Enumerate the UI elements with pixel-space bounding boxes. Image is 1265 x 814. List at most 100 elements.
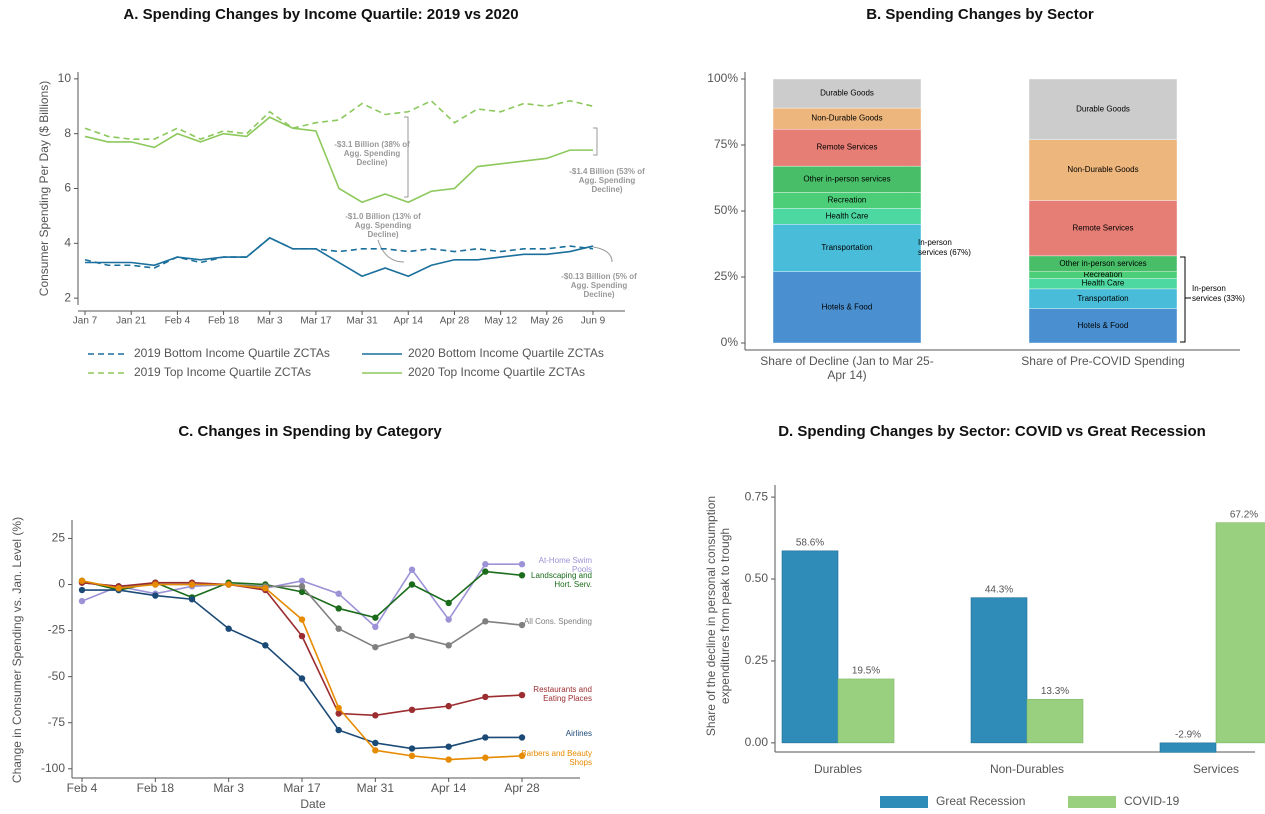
point (372, 623, 379, 631)
point (262, 584, 269, 592)
value-label: 13.3% (1041, 686, 1069, 697)
value-label: 67.2% (1230, 509, 1258, 520)
y-tick-label: 50% (714, 203, 738, 217)
bar-segment (1028, 139, 1178, 201)
point (372, 712, 379, 719)
x-tick-label: Feb 18 (137, 781, 175, 795)
point (298, 577, 306, 585)
y-tick-label: 25% (714, 269, 738, 283)
bar-segment (772, 165, 922, 193)
value-label: 44.3% (985, 584, 1013, 595)
annotation: -$0.13 Billion (5% of Agg. Spending Decl… (561, 272, 637, 299)
point (335, 605, 342, 612)
point (408, 752, 416, 760)
legend-swatch (880, 796, 928, 808)
point (298, 616, 306, 623)
point (482, 568, 489, 575)
point (482, 754, 489, 761)
point (518, 752, 526, 760)
y-tick-label: 75% (714, 137, 738, 151)
x-tick-label: Mar 31 (347, 316, 379, 327)
x-tick-label: Mar 3 (257, 316, 283, 327)
point (445, 642, 452, 649)
point (335, 590, 342, 597)
point (225, 581, 232, 588)
point (482, 693, 489, 701)
segment-label: Recreation (1084, 270, 1123, 279)
point (372, 739, 379, 747)
segment-label: Non-Durable Goods (811, 114, 882, 123)
point (335, 625, 342, 632)
point (518, 621, 526, 629)
bracket (592, 246, 613, 263)
legend-label: COVID-19 (1124, 794, 1180, 808)
point (408, 632, 416, 640)
point (152, 581, 159, 588)
point (445, 616, 452, 623)
bar (970, 597, 1028, 744)
point (335, 726, 342, 734)
legend-label: 2020 Top Income Quartile ZCTAs (408, 365, 585, 379)
segment-label: Durable Goods (1076, 104, 1130, 113)
x-tick-label: Share of Pre-COVID Spending (1021, 354, 1185, 368)
series-label: Restaurants and Eating Places (533, 685, 592, 703)
series-label: At-Home Swim Pools (538, 556, 592, 574)
point (372, 614, 379, 621)
segment-label: Recreation (828, 196, 867, 205)
series-label: All Cons. Spending (523, 617, 592, 626)
series-label: Airlines (565, 729, 592, 738)
y-tick-label: 6 (64, 181, 71, 195)
annotation: In-person services (33%) (1192, 284, 1245, 303)
bar-segment (1028, 78, 1178, 140)
bar-segment (1028, 200, 1178, 257)
bracket (404, 116, 409, 198)
y-tick-label: -75 (48, 715, 66, 729)
legend-swatch (1068, 796, 1116, 808)
series-line (84, 99, 594, 141)
bar-segment (772, 271, 922, 344)
point (408, 706, 416, 714)
point (408, 745, 416, 752)
segment-label: Hotels & Food (1078, 321, 1129, 330)
point (518, 734, 526, 741)
x-tick-label: Apr 28 (440, 316, 470, 327)
x-axis-label: Date (300, 797, 326, 811)
segment-label: Remote Services (1073, 223, 1134, 232)
bar-segment (1028, 308, 1178, 344)
bracket (377, 239, 405, 263)
series-line (85, 236, 594, 278)
point (518, 572, 526, 579)
y-axis-label: Change in Consumer Spending vs. Jan. Lev… (10, 517, 24, 783)
point (482, 618, 489, 625)
x-tick-label: Apr 14 (394, 316, 424, 327)
segment-label: Durable Goods (820, 89, 874, 98)
point (78, 586, 86, 594)
point (408, 581, 416, 588)
point (408, 566, 416, 573)
x-tick-label: Jan 21 (116, 316, 146, 327)
y-tick-label: 0.50 (745, 571, 769, 585)
point (518, 561, 526, 568)
y-tick-label: 100% (707, 71, 738, 85)
legend-label: Great Recession (936, 794, 1025, 808)
point (78, 577, 86, 585)
segment-label: Hotels & Food (822, 302, 873, 311)
chart-title: C. Changes in Spending by Category (178, 423, 442, 440)
x-tick-label: Feb 4 (165, 316, 191, 327)
y-tick-label: 0.25 (745, 653, 769, 667)
x-tick-label: Apr 28 (504, 781, 540, 795)
annotation: -$1.4 Billion (53% of Agg. Spending Decl… (569, 167, 645, 194)
bar-segment (772, 128, 922, 167)
chart-title: A. Spending Changes by Income Quartile: … (123, 6, 518, 23)
point (115, 584, 122, 592)
point (482, 734, 489, 741)
legend-label: 2020 Bottom Income Quartile ZCTAs (408, 346, 604, 360)
x-tick-label: Mar 31 (357, 781, 395, 795)
x-tick-label: Feb 18 (208, 316, 240, 327)
y-tick-label: -25 (48, 623, 66, 637)
bracket (1180, 256, 1191, 343)
legend-label: 2019 Bottom Income Quartile ZCTAs (134, 346, 330, 360)
y-tick-label: 0% (721, 335, 739, 349)
segment-label: Transportation (821, 243, 872, 252)
